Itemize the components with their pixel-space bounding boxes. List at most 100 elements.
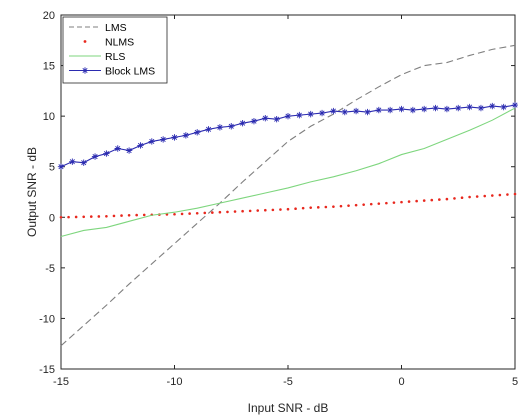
data-point [148,138,155,145]
data-point [218,210,222,214]
data-point [294,207,297,210]
legend: LMS NLMS RLS Block LMS [62,16,168,84]
data-point [430,198,434,202]
data-point [271,208,275,212]
legend-item: Block LMS [69,66,155,78]
data-point [256,209,260,212]
data-point [301,206,305,210]
legend-item: NLMS [83,37,134,49]
data-point [500,103,507,111]
data-point [386,106,394,114]
data-point [69,158,76,165]
data-point [421,105,428,113]
data-point [332,205,335,208]
data-point [182,132,190,139]
legend-label: NLMS [105,37,134,49]
data-point [203,211,207,215]
data-point [173,212,176,216]
data-point [468,195,471,199]
data-point [241,209,244,213]
data-point [142,213,146,217]
data-point [180,212,184,216]
legend-marker [81,67,89,74]
legend-label: Block LMS [105,66,155,78]
data-point [415,199,418,203]
data-point [233,210,237,213]
y-tick-label: -15 [39,364,55,376]
data-point [159,136,167,143]
data-point [475,195,479,198]
data-point [364,108,371,116]
data-point [347,204,350,207]
data-point [228,123,235,130]
data-point [513,192,517,196]
data-point [377,202,381,205]
data-point [445,197,449,201]
data-point [409,106,417,114]
data-point [309,206,313,209]
data-point [114,145,121,152]
data-point [284,112,292,120]
data-point [407,200,411,203]
data-point [392,201,396,204]
data-point [432,104,439,112]
data-point [135,213,138,217]
y-axis-label: Output SNR - dB [25,147,39,237]
data-point [296,111,303,119]
legend-label: LMS [105,22,127,34]
data-point [330,107,337,115]
data-point [511,101,518,109]
data-point [307,110,314,118]
data-point [385,201,388,205]
data-point [339,204,343,208]
data-point [105,214,108,218]
data-point [352,107,360,115]
x-tick-label: -15 [53,376,69,388]
data-point [57,163,65,170]
x-tick-label: 0 [398,376,404,388]
legend-item: LMS [69,22,127,34]
data-point [171,134,178,141]
x-tick-label: -10 [167,376,183,388]
legend-label: RLS [105,51,125,63]
data-point [498,193,502,197]
data-point [324,205,328,209]
data-point [194,129,201,136]
data-point [195,211,199,215]
data-point [250,118,258,125]
data-point [491,194,494,197]
data-point [400,200,403,204]
data-point [216,124,224,131]
data-point [422,199,426,202]
data-point [443,105,451,113]
legend-item: RLS [69,51,125,63]
data-point [460,196,464,200]
legend-box [62,16,168,84]
data-point [375,106,382,114]
data-point [466,103,473,111]
data-point [354,203,358,207]
data-point [341,108,348,116]
x-tick-label: 5 [512,376,518,388]
data-point [455,104,462,112]
data-point [262,114,269,122]
data-point [127,213,131,217]
y-tick-label: 20 [43,10,55,22]
y-tick-label: 0 [49,212,55,224]
data-point [74,215,78,219]
data-point [316,206,320,209]
y-tick-label: -10 [39,313,55,325]
data-point [438,198,441,201]
data-point [82,215,85,219]
axis-ticks: -15 -10 -5 0 5 -15 -10 -5 0 5 10 15 20 [39,10,518,388]
series-line [60,44,516,347]
data-point [453,197,456,200]
data-point [398,105,405,113]
y-tick-label: 15 [43,61,55,73]
data-point [489,102,496,110]
data-point [97,215,101,218]
data-point [91,153,99,160]
series-lms [60,44,516,347]
legend-swatch [83,40,87,43]
data-point [264,208,267,212]
